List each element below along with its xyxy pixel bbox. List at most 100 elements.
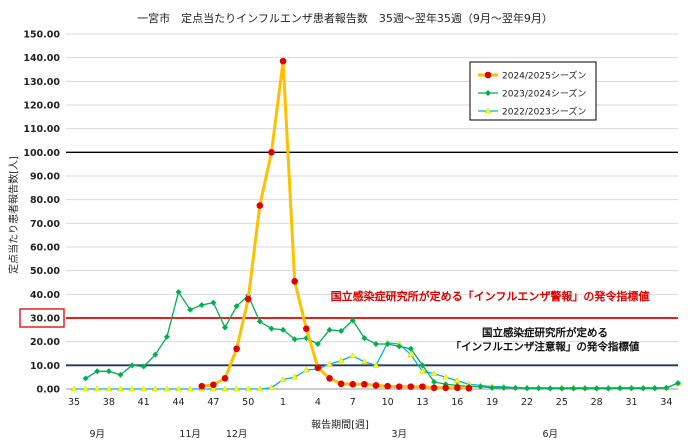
data-point bbox=[663, 384, 670, 391]
x-tick-labels: 35 38 41 44 47 50 1 4 7 10 13 16 19 22 25 28 31 34 bbox=[68, 397, 672, 408]
warning-annotation: 国立感染症研究所が定める「インフルエンザ警報」の発令指標値 bbox=[331, 289, 650, 303]
data-point bbox=[489, 384, 496, 391]
data-point bbox=[175, 385, 182, 392]
x-tick-label: 7 bbox=[350, 397, 356, 408]
data-point bbox=[140, 385, 148, 392]
data-point bbox=[291, 373, 299, 380]
data-point bbox=[361, 335, 368, 342]
data-point bbox=[303, 325, 310, 332]
data-point bbox=[407, 383, 415, 390]
legend-label: 2023/2024シーズン bbox=[502, 88, 586, 100]
month-label: 3月 bbox=[391, 429, 407, 440]
data-point bbox=[198, 301, 205, 308]
x-tick-label: 38 bbox=[103, 397, 115, 408]
data-point bbox=[628, 385, 635, 392]
data-point bbox=[442, 373, 450, 380]
y-tick-label: 100.00 bbox=[23, 148, 60, 159]
data-point bbox=[105, 385, 113, 392]
legend-label: 2022/2023シーズン bbox=[502, 106, 586, 118]
y-tick-label: 10.00 bbox=[30, 361, 60, 372]
x-tick-label: 47 bbox=[207, 397, 219, 408]
data-point bbox=[524, 385, 530, 392]
data-point bbox=[651, 385, 658, 392]
data-point bbox=[82, 375, 89, 382]
data-point bbox=[430, 384, 438, 392]
advisory-annotation-line2: 「インフルエンザ注意報」の発令指標値 bbox=[451, 340, 640, 353]
legend-swatch-marker bbox=[484, 71, 492, 79]
data-point bbox=[442, 384, 449, 392]
data-point bbox=[233, 303, 240, 310]
data-point bbox=[454, 384, 461, 392]
month-label: 6月 bbox=[542, 429, 558, 440]
data-point bbox=[314, 364, 322, 372]
x-tick-label: 44 bbox=[172, 397, 184, 408]
x-tick-label: 28 bbox=[591, 397, 603, 408]
data-point bbox=[349, 380, 357, 388]
data-point bbox=[233, 385, 241, 392]
data-point bbox=[93, 385, 101, 392]
data-point bbox=[221, 375, 229, 382]
data-point bbox=[338, 328, 345, 335]
legend-box bbox=[469, 61, 597, 121]
y-axis-label: 定点当たり患者報告数[人] bbox=[7, 156, 20, 274]
legend-swatch-marker bbox=[485, 90, 491, 96]
legend: 2024/2025シーズン 2023/2024シーズン 2022/2023シーズン bbox=[469, 61, 597, 121]
data-point bbox=[384, 341, 391, 348]
data-point bbox=[152, 351, 159, 358]
data-point bbox=[616, 385, 623, 392]
data-point bbox=[372, 361, 380, 368]
x-tick-label: 31 bbox=[625, 397, 637, 408]
data-point bbox=[268, 384, 275, 391]
x-tick-label: 34 bbox=[660, 397, 672, 408]
series-line bbox=[85, 291, 679, 390]
chart-title: 一宮市 定点当たりインフルエンザ患者報告数 35週～翌年35週（9月～翌年9月） bbox=[137, 11, 553, 25]
x-tick-label: 13 bbox=[416, 397, 428, 408]
data-point bbox=[209, 385, 217, 392]
data-point bbox=[558, 385, 565, 392]
y-tick-label: 50.00 bbox=[30, 266, 60, 277]
data-point bbox=[268, 149, 275, 156]
x-tick-label: 22 bbox=[521, 397, 533, 408]
y-tick-label: 90.00 bbox=[30, 172, 60, 183]
data-point bbox=[373, 341, 379, 348]
data-point bbox=[477, 383, 484, 390]
y-tick-label: 30.00 bbox=[30, 314, 60, 325]
y-tick-label: 150.00 bbox=[23, 30, 60, 41]
data-point bbox=[407, 345, 414, 352]
data-point bbox=[268, 325, 275, 332]
data-point bbox=[291, 336, 298, 343]
data-point bbox=[186, 385, 194, 392]
data-point bbox=[117, 385, 124, 392]
data-point bbox=[94, 368, 101, 375]
data-point bbox=[547, 385, 554, 392]
series-0 bbox=[198, 57, 473, 392]
data-point bbox=[105, 368, 112, 375]
y-tick-label: 40.00 bbox=[30, 290, 60, 301]
data-point bbox=[256, 202, 264, 209]
data-point bbox=[210, 299, 217, 306]
data-point bbox=[326, 360, 333, 367]
y-tick-label: 80.00 bbox=[30, 195, 60, 206]
data-point bbox=[314, 341, 321, 348]
data-point bbox=[140, 363, 147, 370]
y-tick-labels: 0.00 10.00 20.00 30.00 40.00 50.00 60.00 70.00 8… bbox=[23, 30, 60, 396]
data-point bbox=[675, 380, 681, 387]
data-point bbox=[605, 385, 612, 392]
month-labels: 9月 11月 12月 3月 6月 bbox=[89, 429, 558, 440]
data-point bbox=[407, 351, 415, 357]
data-point bbox=[337, 380, 345, 388]
series-1 bbox=[82, 288, 681, 392]
legend-label: 2024/2025シーズン bbox=[502, 70, 586, 82]
data-point bbox=[337, 357, 345, 363]
advisory-annotation-line1: 国立感染症研究所が定める bbox=[482, 326, 608, 339]
data-point bbox=[349, 352, 357, 359]
data-point bbox=[280, 326, 287, 333]
y-tick-label: 140.00 bbox=[23, 53, 60, 64]
data-point bbox=[117, 371, 124, 378]
data-point bbox=[361, 380, 368, 388]
data-point bbox=[430, 370, 438, 376]
data-point bbox=[419, 367, 426, 374]
y-tick-label: 120.00 bbox=[23, 101, 60, 112]
y-tick-label: 20.00 bbox=[30, 337, 60, 348]
